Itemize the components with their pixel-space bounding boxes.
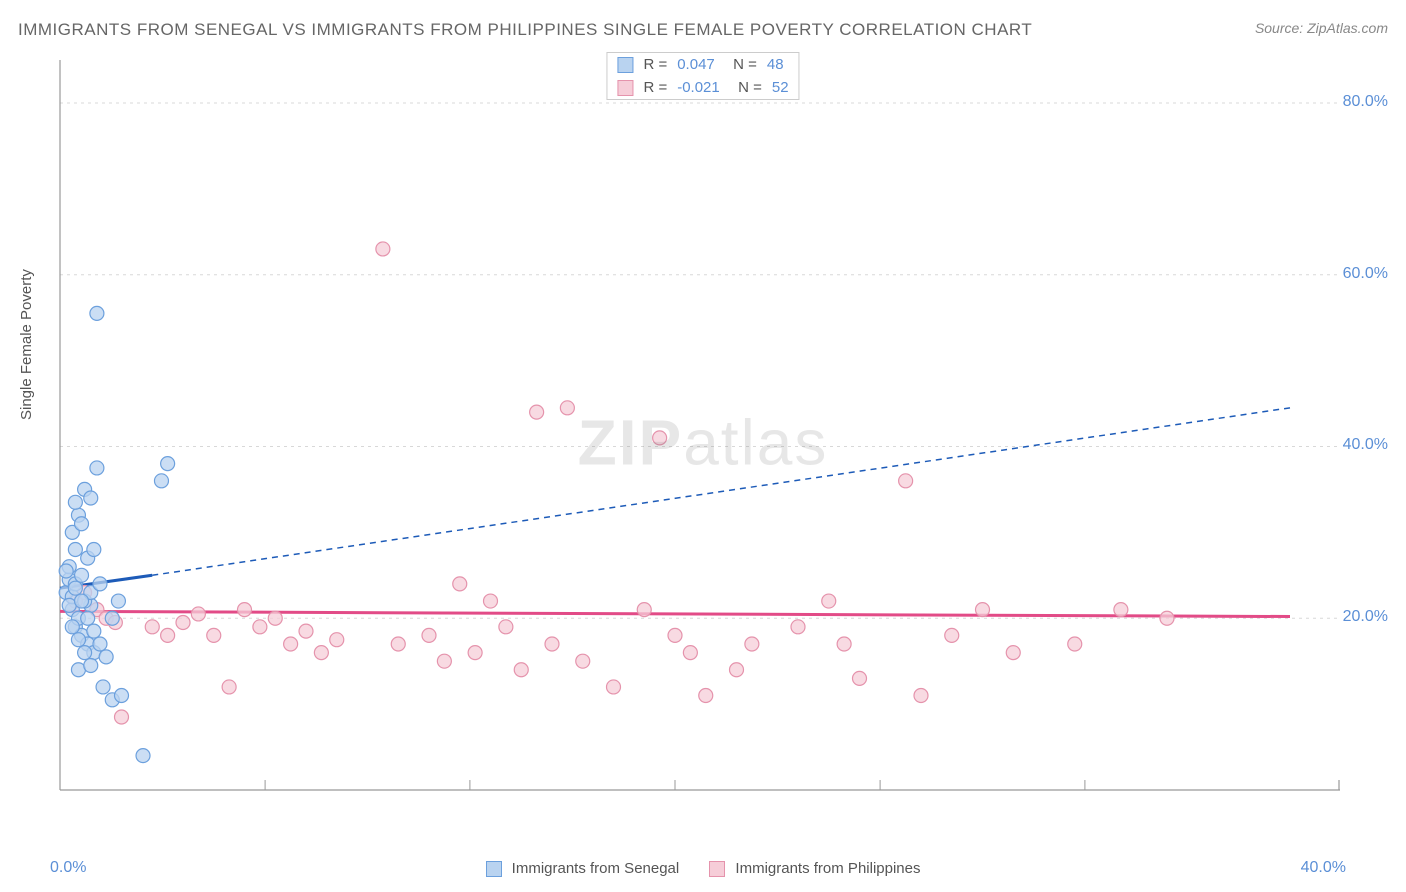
r-value: 0.047 (677, 56, 715, 73)
y-tick-label: 80.0% (1343, 93, 1388, 111)
swatch-icon (617, 80, 633, 96)
y-tick-label: 20.0% (1343, 608, 1388, 626)
legend-item: Immigrants from Philippines (709, 860, 920, 877)
legend-item: Immigrants from Senegal (486, 860, 680, 877)
legend-label: Immigrants from Philippines (735, 860, 920, 877)
r-label: R = (643, 56, 667, 73)
legend-label: Immigrants from Senegal (512, 860, 680, 877)
y-axis-label: Single Female Poverty (18, 269, 35, 420)
correlation-row: R = -0.021 N = 52 (607, 76, 798, 99)
source-label: Source: ZipAtlas.com (1255, 20, 1388, 36)
n-label: N = (730, 79, 762, 96)
scatter-svg (50, 50, 1340, 820)
r-label: R = (643, 79, 667, 96)
y-tick-label: 60.0% (1343, 265, 1388, 283)
chart-plot-area (50, 50, 1340, 820)
n-value: 52 (772, 79, 789, 96)
chart-title: IMMIGRANTS FROM SENEGAL VS IMMIGRANTS FR… (18, 20, 1032, 40)
n-label: N = (725, 56, 757, 73)
bottom-legend: Immigrants from Senegal Immigrants from … (0, 860, 1406, 877)
r-value: -0.021 (677, 79, 720, 96)
swatch-icon (486, 861, 502, 877)
correlation-legend-box: R = 0.047 N = 48 R = -0.021 N = 52 (606, 52, 799, 100)
swatch-icon (709, 861, 725, 877)
n-value: 48 (767, 56, 784, 73)
correlation-row: R = 0.047 N = 48 (607, 53, 798, 76)
y-tick-label: 40.0% (1343, 436, 1388, 454)
swatch-icon (617, 57, 633, 73)
